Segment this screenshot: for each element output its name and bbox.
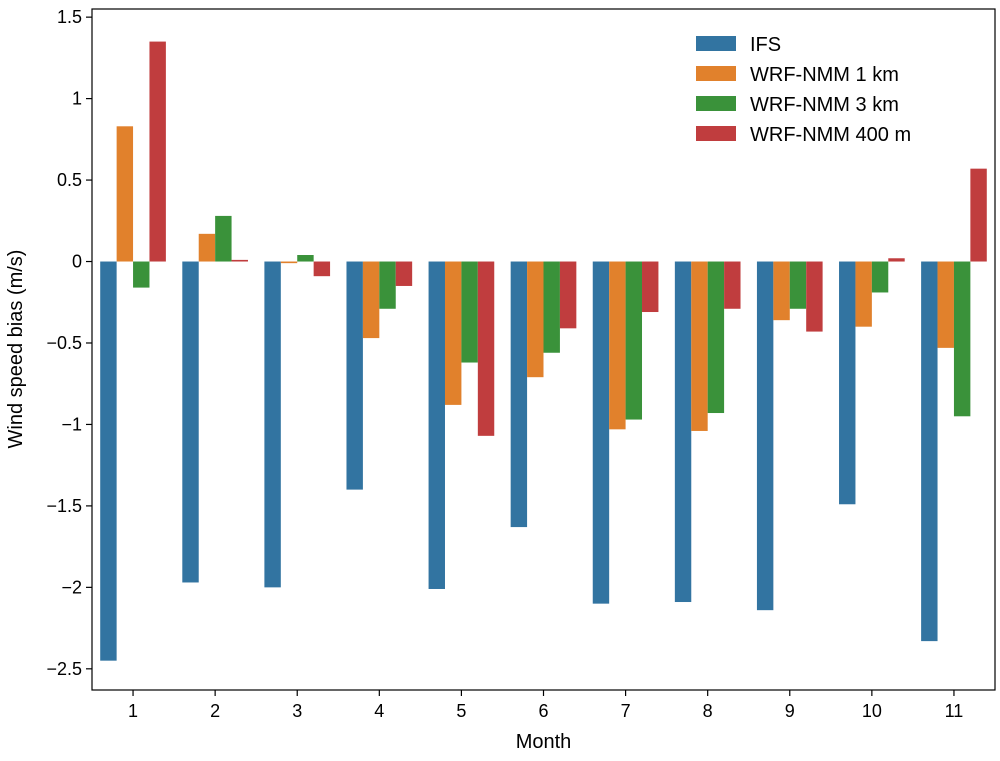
x-tick-label: 10: [862, 701, 882, 721]
bar-month-8-series-3: [707, 261, 725, 414]
bar-month-10-series-3: [871, 261, 889, 293]
bar-month-4-series-3: [379, 261, 396, 309]
x-tick-label: 5: [456, 701, 466, 721]
y-tick-label: −1: [61, 414, 82, 434]
bar-month-5-series-2: [444, 261, 462, 405]
bar-month-10-series-1: [839, 261, 856, 505]
bar-month-3-series-1: [264, 261, 281, 588]
bar-month-10-series-2: [855, 261, 872, 327]
bar-month-9-series-4: [806, 261, 823, 332]
bar-month-7-series-4: [642, 261, 659, 313]
bar-month-2-series-2: [198, 233, 216, 262]
x-tick-label: 11: [945, 701, 964, 721]
bar-month-4-series-1: [346, 261, 363, 490]
x-tick-label: 8: [703, 701, 713, 721]
y-axis-ticks: −2.5 −2 −1.5 −1 −0.5 0 0.5 1 1.5: [46, 7, 92, 679]
legend-label-3: WRF-NMM 3 km: [750, 94, 899, 116]
y-tick-label: 0.5: [57, 170, 82, 190]
legend-swatch-3: [696, 96, 736, 111]
bar-month-6-series-4: [559, 261, 577, 329]
y-tick-label: 1: [72, 89, 82, 109]
bar-month-1-series-1: [100, 261, 117, 661]
y-tick-label: 0: [72, 252, 82, 272]
bar-month-5-series-3: [461, 261, 478, 363]
plot-frame: [91, 8, 996, 691]
x-tick-label: 3: [292, 701, 302, 721]
bar-month-11-series-2: [937, 261, 954, 348]
y-tick-label: −2: [61, 577, 82, 597]
x-axis-label: Month: [516, 731, 572, 753]
bar-month-9-series-2: [773, 261, 790, 321]
legend: IFS WRF-NMM 1 km WRF-NMM 3 km WRF-NMM 400 m: [696, 34, 911, 146]
x-tick-label: 1: [128, 701, 138, 721]
x-tick-label: 9: [785, 701, 795, 721]
y-tick-label: −1.5: [46, 496, 82, 516]
legend-swatch-4: [696, 126, 736, 141]
bar-month-6-series-1: [510, 261, 528, 528]
bar-month-5-series-4: [477, 261, 495, 436]
y-tick-label: −0.5: [46, 333, 82, 353]
y-tick-label: 1.5: [57, 7, 82, 27]
bar-month-7-series-2: [609, 261, 626, 430]
bar-month-10-series-4: [888, 258, 905, 262]
x-tick-label: 6: [538, 701, 548, 721]
bar-month-11-series-3: [953, 261, 971, 417]
x-tick-label: 7: [621, 701, 631, 721]
bar-month-11-series-1: [921, 261, 938, 642]
bar-month-8-series-2: [691, 261, 708, 431]
bar-month-7-series-3: [625, 261, 643, 420]
bars-layer: [100, 41, 987, 661]
y-tick-label: −2.5: [46, 659, 82, 679]
y-axis-label: Wind speed bias (m/s): [5, 250, 27, 449]
bar-month-3-series-3: [297, 255, 314, 262]
bar-month-1-series-3: [133, 261, 150, 288]
bar-month-2-series-3: [215, 215, 232, 262]
bar-month-2-series-1: [182, 261, 199, 583]
bar-month-1-series-4: [149, 41, 166, 262]
x-tick-label: 2: [210, 701, 220, 721]
legend-label-1: IFS: [750, 34, 781, 56]
bar-month-9-series-3: [789, 261, 807, 309]
bar-month-9-series-1: [756, 261, 774, 611]
x-axis-ticks: 1 2 3 4 5 6 7 8 9 10 11: [128, 690, 963, 721]
bar-month-4-series-2: [362, 261, 380, 339]
bar-month-6-series-3: [543, 261, 560, 353]
x-tick-label: 4: [374, 701, 384, 721]
bar-month-2-series-4: [231, 259, 248, 262]
bar-month-5-series-1: [428, 261, 445, 589]
legend-swatch-2: [696, 66, 736, 81]
bar-month-7-series-1: [592, 261, 610, 604]
bar-month-3-series-4: [313, 261, 331, 277]
legend-label-4: WRF-NMM 400 m: [750, 124, 911, 146]
bar-month-4-series-4: [395, 261, 413, 286]
legend-label-2: WRF-NMM 1 km: [750, 64, 899, 86]
bar-month-1-series-2: [116, 126, 134, 262]
legend-swatch-1: [696, 36, 736, 51]
bar-month-3-series-2: [280, 261, 298, 264]
bar-month-8-series-1: [674, 261, 692, 603]
bar-month-8-series-4: [724, 261, 741, 309]
bar-month-6-series-2: [527, 261, 544, 378]
bar-month-11-series-4: [970, 168, 987, 262]
